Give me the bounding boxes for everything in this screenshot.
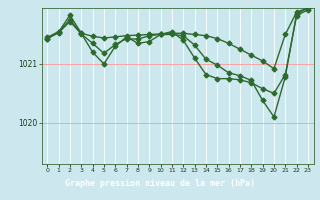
Text: Graphe pression niveau de la mer (hPa): Graphe pression niveau de la mer (hPa): [65, 180, 255, 188]
